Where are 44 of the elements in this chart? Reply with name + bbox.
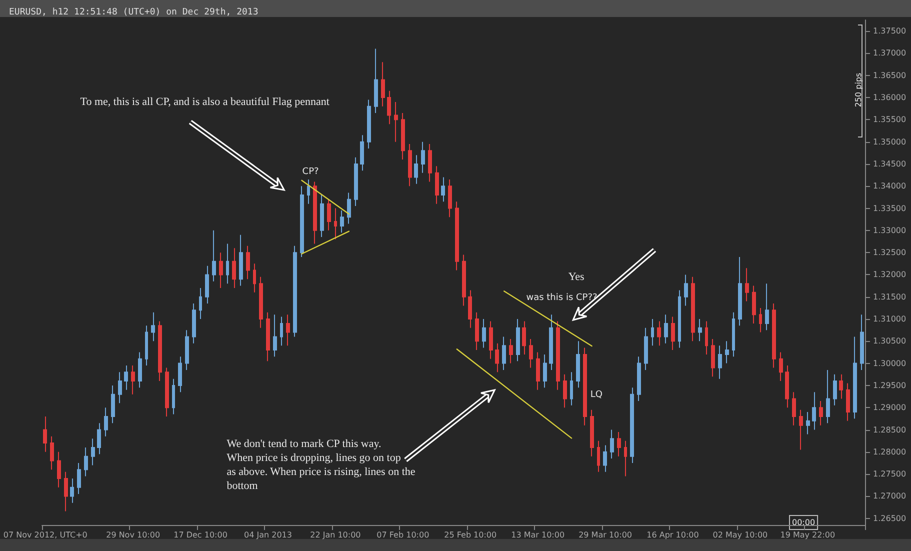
y-tick-label: 1.37500 bbox=[873, 26, 906, 36]
x-tick-label: 29 Mar 10:00 bbox=[578, 530, 632, 540]
y-tick-label: 1.32500 bbox=[873, 248, 906, 258]
y-tick-label: 1.30000 bbox=[873, 358, 906, 368]
y-tick-label: 1.36000 bbox=[873, 93, 906, 102]
annotation: Yes bbox=[568, 271, 584, 283]
x-tick-label: 29 Nov 10:00 bbox=[106, 530, 160, 540]
y-tick-label: 1.33000 bbox=[873, 226, 906, 235]
x-tick-label: 04 Jan 2013 bbox=[244, 530, 292, 540]
x-tick-label: 22 Jan 10:00 bbox=[310, 530, 361, 540]
y-tick-label: 1.37000 bbox=[873, 48, 906, 58]
x-tick-label: 17 Dec 10:00 bbox=[174, 530, 228, 540]
y-tick-label: 1.31500 bbox=[873, 292, 906, 302]
y-tick-label: 1.30500 bbox=[873, 336, 906, 346]
annotation: To me, this is all CP, and is also a beautiful Flag pennant bbox=[80, 96, 330, 108]
x-tick-label: 25 Feb 10:00 bbox=[444, 530, 497, 540]
annotation: 250 pips bbox=[854, 72, 863, 108]
x-tick-label: 02 May 10:00 bbox=[712, 530, 768, 540]
y-tick-label: 1.27000 bbox=[873, 492, 906, 501]
y-tick-label: 1.35000 bbox=[873, 137, 906, 146]
y-tick-label: 1.29500 bbox=[873, 380, 906, 390]
y-tick-label: 1.34000 bbox=[873, 182, 906, 191]
y-tick-label: 1.36500 bbox=[873, 70, 906, 80]
x-tick-label: 13 Mar 10:00 bbox=[511, 530, 565, 540]
chart-title: EURUSD, h12 12:51:48 (UTC+0) on Dec 29th, 2013 bbox=[9, 8, 258, 18]
y-tick-label: 1.27500 bbox=[873, 470, 906, 479]
y-tick-label: 1.33500 bbox=[873, 204, 906, 213]
y-tick-label: 1.26500 bbox=[873, 514, 906, 523]
y-tick-label: 1.29000 bbox=[873, 403, 906, 412]
annotation: 00:00 bbox=[792, 518, 816, 527]
y-tick-label: 1.31000 bbox=[873, 314, 906, 324]
y-tick-label: 1.34500 bbox=[873, 159, 906, 168]
annotation: LQ bbox=[590, 390, 602, 400]
x-tick-label: 07 Nov 2012, UTC+0 bbox=[3, 530, 88, 540]
x-tick-label: 07 Feb 10:00 bbox=[376, 530, 430, 540]
y-tick-label: 1.32000 bbox=[873, 270, 906, 280]
annotation: CP? bbox=[302, 167, 320, 177]
annotation: We don't tend to mark CP this way. When price is dropping, lines go on top as above. When price is rising, lines on the bottom bbox=[226, 438, 416, 492]
x-tick-label: 19 May 22:00 bbox=[780, 530, 836, 540]
y-tick-label: 1.28500 bbox=[873, 425, 906, 434]
y-tick-label: 1.28000 bbox=[873, 447, 906, 456]
y-tick-label: 1.35500 bbox=[873, 115, 906, 124]
x-tick-label: 16 Apr 10:00 bbox=[646, 530, 699, 540]
annotation: was this is CP?? bbox=[526, 293, 598, 303]
